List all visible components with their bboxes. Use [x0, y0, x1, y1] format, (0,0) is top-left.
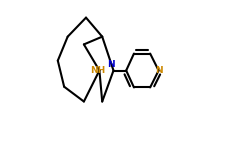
Text: N: N: [108, 60, 115, 69]
Text: N: N: [155, 66, 163, 75]
Text: NH: NH: [90, 66, 106, 75]
